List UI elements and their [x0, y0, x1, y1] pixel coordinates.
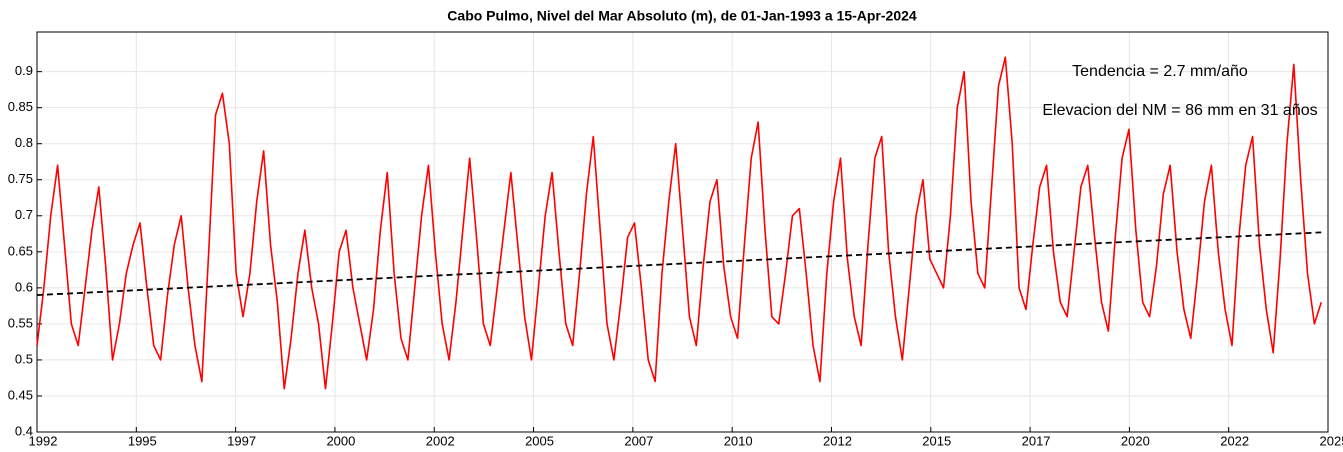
plot-frame	[36, 31, 1329, 433]
annotation: Tendencia = 2.7 mm/año	[1072, 63, 1248, 80]
x-tick-label: 1997	[227, 433, 256, 448]
chart-title: Cabo Pulmo, Nivel del Mar Absoluto (m), …	[447, 8, 917, 24]
data-line	[36, 56, 1323, 390]
y-tick-label: 0.45	[8, 387, 33, 402]
y-tick-label: 0.4	[15, 423, 33, 438]
x-tick-label: 2022	[1220, 433, 1249, 448]
y-tick-label: 0.65	[8, 243, 33, 258]
x-tick-label: 2010	[724, 433, 753, 448]
y-tick-label: 0.8	[15, 135, 33, 150]
y-tick-label: 0.5	[15, 351, 33, 366]
x-tick-label: 1992	[29, 433, 58, 448]
annotation: Elevacion del NM = 86 mm en 31 años	[1042, 102, 1317, 119]
y-tick-label: 0.7	[15, 207, 33, 222]
y-tick-label: 0.85	[8, 99, 33, 114]
x-tick-label: 2017	[1022, 433, 1051, 448]
x-tick-label: 2005	[525, 433, 554, 448]
x-tick-label: 2025	[1320, 433, 1343, 448]
x-tick-label: 2020	[1121, 433, 1150, 448]
x-tick-label: 2015	[922, 433, 951, 448]
y-tick-label: 0.6	[15, 279, 33, 294]
y-tick-label: 0.55	[8, 315, 33, 330]
x-tick-label: 2002	[426, 433, 455, 448]
y-tick-label: 0.75	[8, 171, 33, 186]
y-tick-label: 0.9	[15, 63, 33, 78]
x-tick-label: 2007	[624, 433, 653, 448]
x-tick-label: 2000	[326, 433, 355, 448]
x-tick-label: 2012	[823, 433, 852, 448]
trend-line	[36, 231, 1322, 296]
x-tick-label: 1995	[128, 433, 157, 448]
